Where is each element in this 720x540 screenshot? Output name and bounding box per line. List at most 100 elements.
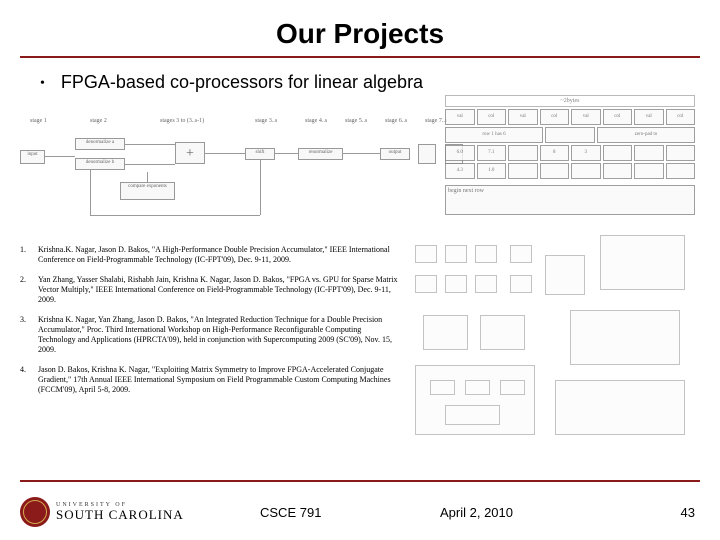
page-number: 43 — [681, 505, 695, 520]
grid-cell — [603, 163, 633, 179]
diag-wire — [275, 153, 298, 154]
date-label: April 2, 2010 — [440, 505, 513, 520]
rd-block — [545, 255, 585, 295]
rd-block — [423, 315, 468, 350]
university-logo: UNIVERSITY OF SOUTH CAROLINA — [20, 497, 184, 527]
rd-block — [475, 245, 497, 263]
memory-layout-diagram: ~2bytes val col val col val col val col … — [445, 95, 695, 225]
grid-begin-row: begin next row — [445, 185, 695, 215]
grid-cell — [508, 145, 538, 161]
ref-number: 2. — [20, 275, 38, 305]
rd-block — [415, 275, 437, 293]
grid-cell: col — [666, 109, 696, 125]
grid-cell — [545, 127, 595, 143]
grid-cell: col — [540, 109, 570, 125]
grid-row: val col val col val col val col — [445, 109, 695, 125]
stage-label: stage 5..s — [345, 118, 367, 124]
reference-item: 1. Krishna.K. Nagar, Jason D. Bakos, "A … — [20, 245, 400, 265]
stage-label: stage 4..s — [305, 118, 327, 124]
grid-cell: col — [477, 109, 507, 125]
reference-item: 2. Yan Zhang, Yasser Shalabi, Rishabh Ja… — [20, 275, 400, 305]
reference-item: 4. Jason D. Bakos, Krishna K. Nagar, "Ex… — [20, 365, 400, 395]
ref-number: 3. — [20, 315, 38, 355]
stage-label: stage 7..s — [425, 118, 447, 124]
grid-cell — [540, 163, 570, 179]
grid-cell: 3 — [571, 145, 601, 161]
grid-row: 6.0 7.1 8 3 — [445, 145, 695, 161]
grid-cell — [603, 145, 633, 161]
rd-block — [600, 235, 685, 290]
grid-cell: 8 — [540, 145, 570, 161]
footer-divider — [20, 480, 700, 482]
grid-cell — [666, 145, 696, 161]
diag-wire — [90, 215, 260, 216]
ref-number: 4. — [20, 365, 38, 395]
grid-cell: val — [445, 109, 475, 125]
diag-wire — [147, 172, 148, 182]
grid-row: row 1 has 6 zero-pad to — [445, 127, 695, 143]
rd-block — [475, 275, 497, 293]
rd-sub — [465, 380, 490, 395]
rd-block — [555, 380, 685, 435]
rd-block — [415, 245, 437, 263]
reference-item: 3. Krishna K. Nagar, Yan Zhang, Jason D.… — [20, 315, 400, 355]
bullet-marker: • — [40, 76, 45, 92]
diag-denorm-b: denormalize b — [75, 158, 125, 170]
diag-wire — [90, 170, 91, 215]
diag-adder: + — [175, 142, 205, 164]
rd-sub — [430, 380, 455, 395]
diag-wire — [125, 164, 175, 165]
rd-block — [445, 275, 467, 293]
rd-sub — [500, 380, 525, 395]
grid-cell: 4.3 — [445, 163, 475, 179]
diag-wire — [125, 144, 175, 145]
rd-block — [570, 310, 680, 365]
diag-wire — [45, 156, 75, 157]
logo-text: UNIVERSITY OF SOUTH CAROLINA — [56, 502, 184, 523]
grid-cell — [508, 163, 538, 179]
slide: Our Projects • FPGA-based co-processors … — [0, 0, 720, 540]
grid-cell: 7.1 — [477, 145, 507, 161]
logo-seal-icon — [20, 497, 50, 527]
rd-sub — [445, 405, 500, 425]
grid-cell: val — [634, 109, 664, 125]
diag-renorm: renormalize — [298, 148, 343, 160]
rd-block — [510, 275, 532, 293]
stage-label: stage 1 — [30, 118, 47, 124]
footer: UNIVERSITY OF SOUTH CAROLINA CSCE 791 Ap… — [0, 484, 720, 540]
diag-wire — [205, 153, 245, 154]
rd-block — [445, 245, 467, 263]
grid-cell — [666, 163, 696, 179]
diag-wire — [343, 153, 380, 154]
stage-label: stage 2 — [90, 118, 107, 124]
ref-text: Krishna.K. Nagar, Jason D. Bakos, "A Hig… — [38, 245, 400, 265]
grid-cell — [634, 145, 664, 161]
diag-denorm-a: denormalize a — [75, 138, 125, 150]
ref-text: Yan Zhang, Yasser Shalabi, Rishabh Jain,… — [38, 275, 400, 305]
grid-cell: 6.0 — [445, 145, 475, 161]
diag-output: output — [380, 148, 410, 160]
diag-wire — [260, 160, 261, 215]
ref-text: Jason D. Bakos, Krishna K. Nagar, "Explo… — [38, 365, 400, 395]
stage-label: stages 3 to (3..s-1) — [160, 118, 204, 124]
ref-number: 1. — [20, 245, 38, 265]
grid-cell: val — [571, 109, 601, 125]
diag-input: input — [20, 150, 45, 164]
stage-label: stage 3..s — [255, 118, 277, 124]
bullet-text: FPGA-based co-processors for linear alge… — [61, 72, 423, 93]
course-label: CSCE 791 — [260, 505, 321, 520]
block-diagram — [415, 235, 695, 445]
slide-title: Our Projects — [0, 0, 720, 56]
diag-shift: shift — [245, 148, 275, 160]
rd-block — [510, 245, 532, 263]
diag-reg1 — [418, 144, 436, 164]
stage-label: stage 6..s — [385, 118, 407, 124]
rd-block — [480, 315, 525, 350]
grid-note: row 1 has 6 — [445, 127, 543, 143]
logo-main-line: SOUTH CAROLINA — [56, 508, 184, 522]
grid-cell: val — [508, 109, 538, 125]
ref-text: Krishna K. Nagar, Yan Zhang, Jason D. Ba… — [38, 315, 400, 355]
grid-note: zero-pad to — [597, 127, 695, 143]
grid-header: ~2bytes — [445, 95, 695, 107]
grid-cell: col — [603, 109, 633, 125]
